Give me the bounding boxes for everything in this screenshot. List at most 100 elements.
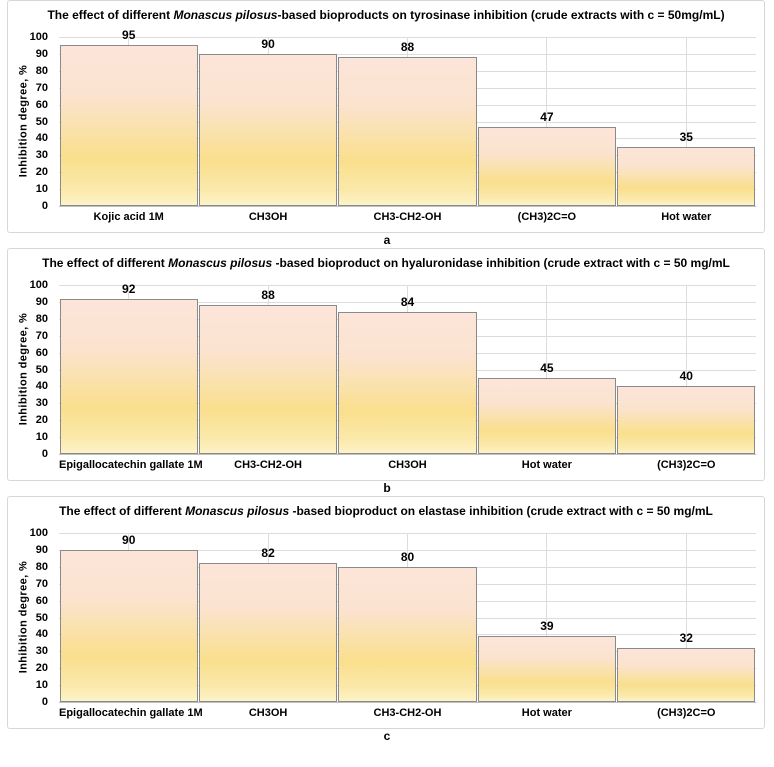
y-tick-label: 0 (41, 696, 48, 708)
vertical-gridline (546, 285, 548, 454)
panel-letter: c (383, 729, 391, 743)
chart-panel-hyaluronidase: The effect of different Monascus pilosus… (7, 248, 765, 481)
y-tick-label: 40 (35, 628, 48, 641)
bar-value-label: 82 (261, 546, 275, 561)
y-tick-label: 60 (35, 594, 48, 607)
y-tick-label: 100 (29, 279, 48, 291)
x-category-label: (CH3)2C=O (657, 459, 716, 471)
x-category-label: Epigallocatechin gallate 1M (59, 459, 203, 471)
x-category-label: (CH3)2C=O (517, 211, 577, 223)
bar-value-label: 45 (540, 360, 554, 375)
y-tick-label: 30 (35, 645, 48, 658)
plot-area: 95 90 88 47 35 (59, 29, 756, 207)
bar-value-label: 88 (400, 40, 415, 55)
chart-title: The effect of different Monascus pilosus… (8, 256, 764, 270)
bar-Hot water (617, 146, 756, 206)
x-category-label: CH3-CH2-OH (234, 459, 302, 471)
y-axis-tick-labels: 0 10 20 30 40 50 60 70 80 90 100 (8, 279, 54, 460)
y-tick-label: 20 (35, 662, 48, 675)
y-tick-label: 60 (35, 98, 48, 111)
chart-title: The effect of different Monascus pilosus… (8, 504, 764, 518)
x-axis-category-labels: Epigallocatechin gallate 1M CH3-CH2-OH CH3… (59, 459, 756, 471)
y-tick-label: 40 (35, 380, 48, 393)
bar-value-label: 35 (679, 129, 693, 144)
plot-area: 92 88 84 45 40 (59, 281, 756, 455)
bar-Hot water (477, 377, 617, 454)
bar-CH3-CH2-OH (338, 57, 477, 206)
figure-panel-c: The effect of different Monascus pilosus… (7, 496, 767, 744)
chart-title-prefix: The effect of different (59, 504, 186, 518)
y-tick-label: 20 (35, 166, 48, 179)
y-tick-label: 100 (29, 31, 48, 43)
bar-value-label: 39 (540, 619, 554, 634)
y-tick-label: 20 (35, 414, 48, 427)
plot-area: 90 82 80 39 32 (59, 533, 756, 703)
bar-CH3OH (338, 312, 477, 454)
bar-value-label: 47 (540, 109, 554, 124)
y-tick-label: 80 (35, 560, 48, 573)
y-tick-label: 0 (41, 448, 48, 460)
bar-(CH3)2C=O (477, 126, 617, 206)
y-tick-label: 90 (35, 543, 48, 556)
bar-CH3OH (198, 563, 338, 702)
x-category-label: CH3-CH2-OH (373, 707, 442, 719)
chart-title-species: Monascus pilosus (173, 8, 278, 22)
y-tick-label: 50 (35, 115, 48, 128)
chart-title-species: Monascus pilosus (168, 256, 273, 270)
bar-value-label: 40 (679, 369, 693, 384)
chart-panel-elastase: The effect of different Monascus pilosus… (7, 496, 765, 729)
chart-title-prefix: The effect of different (42, 256, 169, 270)
bar-value-label: 90 (261, 36, 275, 51)
x-category-label: Kojic acid 1M (93, 211, 164, 223)
y-tick-label: 30 (35, 397, 48, 410)
x-category-label: (CH3)2C=O (657, 707, 716, 719)
bar-CH3-CH2-OH (198, 305, 338, 454)
y-tick-label: 100 (29, 527, 48, 539)
y-tick-label: 10 (35, 183, 48, 196)
bar-value-label: 32 (679, 630, 693, 645)
bar-Epigallocatechin gallate 1M (59, 298, 198, 454)
y-tick-label: 40 (35, 132, 48, 145)
x-category-label: Hot water (521, 459, 572, 471)
chart-title: The effect of different Monascus pilosus… (8, 8, 764, 22)
figure-panel-a: The effect of different Monascus pilosus… (7, 0, 767, 248)
y-axis-tick-labels: 0 10 20 30 40 50 60 70 80 90 100 (8, 527, 54, 708)
vertical-gridline (685, 533, 687, 702)
bar-value-label: 95 (122, 28, 136, 43)
x-category-label: CH3OH (248, 211, 288, 223)
chart-title-species: Monascus pilosus (185, 504, 290, 518)
y-tick-label: 80 (35, 64, 48, 77)
panel-letter: a (383, 233, 391, 247)
y-tick-label: 80 (35, 312, 48, 325)
chart-title-suffix: -based bioproducts on tyrosinase inhibit… (277, 8, 725, 22)
y-tick-label: 0 (41, 200, 48, 212)
chart-title-prefix: The effect of different (47, 8, 174, 22)
y-tick-label: 70 (35, 329, 48, 342)
vertical-gridline (546, 533, 548, 702)
x-category-label: CH3OH (248, 707, 288, 719)
bar-value-label: 84 (400, 295, 415, 310)
x-category-label: Hot water (521, 707, 572, 719)
y-tick-label: 70 (35, 81, 48, 94)
bar-value-label: 88 (261, 288, 275, 303)
y-axis-tick-labels: 0 10 20 30 40 50 60 70 80 90 100 (8, 31, 54, 212)
bar-CH3OH (198, 53, 338, 206)
figure-panel-b: The effect of different Monascus pilosus… (7, 248, 767, 496)
chart-panel-tyrosinase: The effect of different Monascus pilosus… (7, 0, 765, 233)
panel-letter: b (383, 481, 391, 495)
bar-value-label: 80 (400, 549, 415, 564)
bar-CH3-CH2-OH (338, 566, 477, 702)
vertical-gridline (685, 285, 687, 454)
bar-Kojic acid 1M (59, 45, 198, 206)
vertical-gridline (685, 37, 687, 206)
y-tick-label: 30 (35, 149, 48, 162)
bar-value-label: 92 (122, 281, 136, 296)
y-tick-label: 60 (35, 346, 48, 359)
bar-Epigallocatechin gallate 1M (59, 549, 198, 702)
y-tick-label: 70 (35, 577, 48, 590)
vertical-gridline (546, 37, 548, 206)
y-tick-label: 90 (35, 47, 48, 60)
y-tick-label: 10 (35, 431, 48, 444)
bar-value-label: 90 (122, 532, 136, 547)
x-category-label: Epigallocatechin gallate 1M (59, 707, 203, 719)
